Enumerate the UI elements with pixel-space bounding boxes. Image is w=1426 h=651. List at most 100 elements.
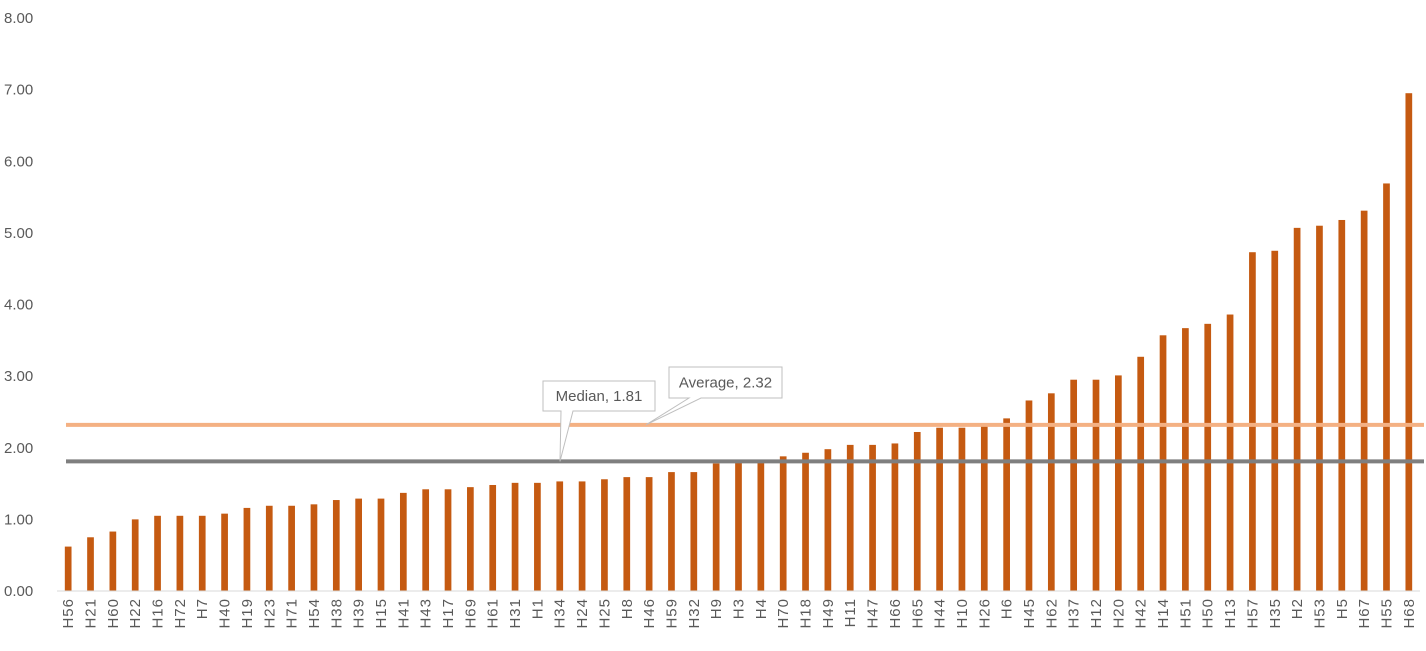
bar-h26 bbox=[980, 424, 988, 591]
x-tick-label: H23 bbox=[261, 598, 278, 629]
x-tick-label: H18 bbox=[798, 598, 815, 629]
reference-lines bbox=[66, 422, 1424, 464]
x-tick-label: H31 bbox=[507, 598, 524, 629]
bar-h60 bbox=[109, 531, 117, 591]
x-tick-label: H2 bbox=[1289, 598, 1306, 619]
bar-h37 bbox=[1070, 379, 1078, 591]
x-tick-label: H9 bbox=[708, 598, 725, 619]
x-tick-label: H35 bbox=[1267, 598, 1284, 629]
bar-h10 bbox=[958, 427, 966, 591]
bar-h47 bbox=[869, 444, 876, 591]
bar-h57 bbox=[1249, 252, 1256, 591]
x-tick-label: H16 bbox=[150, 598, 167, 629]
bar-h67 bbox=[1360, 210, 1368, 591]
bar-h8 bbox=[623, 477, 631, 591]
x-tick-label: H39 bbox=[351, 598, 368, 629]
y-tick-label: 0.00 bbox=[4, 583, 33, 600]
bar-h7 bbox=[198, 515, 206, 591]
bar-h38 bbox=[332, 500, 340, 591]
x-axis: H56 H21 H60 H22 H16 H72 H7 H40 H19 H23 H71 H54 H38 H3… bbox=[57, 590, 1420, 629]
bar-h49 bbox=[824, 449, 832, 591]
x-tick-label: H24 bbox=[574, 598, 591, 629]
x-tick-label: H71 bbox=[284, 598, 301, 629]
x-tick-label: H13 bbox=[1222, 598, 1239, 629]
bar-h43 bbox=[422, 489, 430, 591]
bar-h25 bbox=[601, 479, 608, 591]
bar-h20 bbox=[1115, 375, 1122, 591]
x-tick-label: H10 bbox=[954, 598, 971, 629]
x-tick-label: H20 bbox=[1110, 598, 1127, 629]
x-tick-label: H51 bbox=[1177, 598, 1194, 629]
x-tick-label: H65 bbox=[909, 598, 926, 629]
x-tick-label: H62 bbox=[1043, 598, 1060, 629]
bar-h23 bbox=[265, 505, 273, 591]
x-tick-label: H21 bbox=[83, 598, 100, 629]
x-tick-label: H34 bbox=[552, 598, 569, 629]
x-tick-label: H5 bbox=[1334, 598, 1351, 619]
bar-h5 bbox=[1338, 219, 1346, 592]
y-tick-label: 2.00 bbox=[4, 440, 33, 457]
bar-h69 bbox=[467, 487, 474, 591]
bar-h62 bbox=[1047, 393, 1055, 591]
x-tick-label: H43 bbox=[418, 598, 435, 629]
average-callout bbox=[645, 366, 783, 426]
bar-h53 bbox=[1316, 225, 1323, 591]
bar-h4 bbox=[757, 461, 765, 591]
bar-h31 bbox=[511, 482, 519, 591]
x-tick-label: H12 bbox=[1088, 598, 1105, 629]
bar-h68 bbox=[1405, 93, 1413, 592]
x-tick-label: H67 bbox=[1356, 598, 1373, 629]
x-tick-label: H45 bbox=[1021, 598, 1038, 629]
x-tick-label: H40 bbox=[217, 598, 234, 629]
bar-h18 bbox=[802, 452, 809, 591]
x-tick-label: H66 bbox=[887, 598, 904, 629]
bar-h45 bbox=[1025, 400, 1033, 591]
x-tick-label: H7 bbox=[194, 598, 211, 619]
x-tick-label: H15 bbox=[373, 598, 390, 629]
x-tick-label: H57 bbox=[1244, 598, 1261, 629]
y-tick-label: 6.00 bbox=[4, 153, 33, 170]
median-label: Median, 1.81 bbox=[556, 388, 643, 405]
bar-h61 bbox=[489, 484, 497, 591]
median-callout bbox=[542, 380, 656, 462]
y-tick-label: 8.00 bbox=[4, 10, 33, 27]
bar-h55 bbox=[1383, 183, 1390, 592]
bar-h15 bbox=[377, 498, 385, 591]
bar-h34 bbox=[556, 481, 564, 591]
bar-h6 bbox=[1003, 418, 1010, 591]
y-tick-label: 3.00 bbox=[4, 368, 33, 385]
x-tick-label: H56 bbox=[60, 598, 77, 629]
x-tick-label: H68 bbox=[1401, 598, 1418, 629]
bar-h22 bbox=[131, 519, 139, 591]
x-tick-label: H19 bbox=[239, 598, 256, 629]
bar-h70 bbox=[779, 456, 787, 591]
bar-h39 bbox=[355, 498, 362, 591]
x-tick-label: H50 bbox=[1200, 598, 1217, 629]
x-tick-label: H25 bbox=[596, 598, 613, 629]
bar-h40 bbox=[221, 513, 228, 591]
bar-h32 bbox=[690, 472, 698, 591]
y-tick-label: 7.00 bbox=[4, 82, 33, 99]
x-tick-label: H41 bbox=[395, 598, 412, 629]
x-tick-label: H38 bbox=[328, 598, 345, 629]
x-tick-label: H3 bbox=[731, 598, 748, 619]
bar-h72 bbox=[176, 515, 184, 591]
bar-h54 bbox=[310, 504, 318, 591]
x-tick-label: H55 bbox=[1378, 598, 1395, 629]
x-tick-label: H69 bbox=[462, 598, 479, 629]
bar-h24 bbox=[578, 481, 586, 591]
x-tick-label: H14 bbox=[1155, 598, 1172, 629]
bar-h3 bbox=[735, 461, 742, 591]
x-tick-label: H37 bbox=[1066, 598, 1083, 629]
bar-h12 bbox=[1092, 379, 1100, 591]
bar-h46 bbox=[645, 477, 653, 591]
bar-h1 bbox=[534, 482, 541, 591]
x-tick-label: H44 bbox=[932, 598, 949, 629]
average-label: Average, 2.32 bbox=[679, 375, 772, 392]
x-tick-label: H22 bbox=[127, 598, 144, 629]
x-tick-label: H54 bbox=[306, 598, 323, 629]
bar-h13 bbox=[1226, 314, 1234, 591]
bar-h21 bbox=[87, 537, 94, 591]
x-tick-label: H49 bbox=[820, 598, 837, 629]
